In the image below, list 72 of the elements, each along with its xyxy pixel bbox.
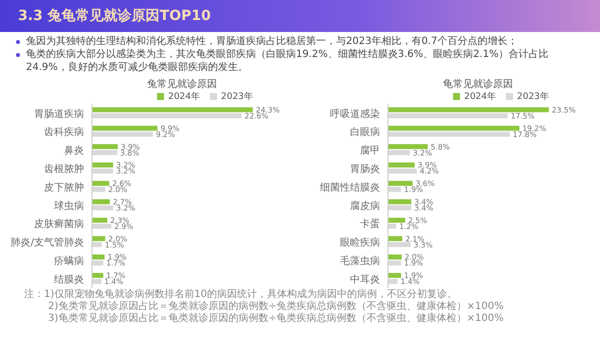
text: 龟类的疾病大部分以感染类为主，其次龟类眼部疾病（白眼病19.2%、细菌性结膜炎3.6%、眼睑疾病2.1%）合计占比24.9%，良好的水质可减少龟类眼部疾病的发生。 (26, 48, 550, 74)
text: 3)龟类常见就诊原因占比＝龟类就诊原因的病例数÷龟类疾病总病例数（不含驱虫、健康体检）×100% (47, 313, 505, 325)
bar (388, 272, 401, 278)
bar (92, 242, 102, 248)
y-tick-label: 皮下脓肿 (44, 181, 84, 194)
y-tick-label: 中耳炎 (350, 273, 380, 286)
bar (388, 180, 413, 186)
bar (92, 236, 106, 242)
bar (92, 186, 106, 192)
bar (388, 224, 396, 229)
legend-label: 2023年 (221, 92, 253, 102)
bar (388, 278, 398, 284)
bar (92, 107, 253, 112)
bar (92, 150, 118, 156)
y-tick-label: 腐皮病 (350, 200, 380, 212)
bar (388, 260, 401, 266)
bar (388, 254, 402, 260)
bar (388, 162, 415, 168)
bar (92, 254, 105, 260)
y-tick-label: 鼻炎 (64, 144, 84, 157)
legend-label: 2024年 (464, 92, 496, 102)
bar (388, 113, 508, 118)
bar (388, 236, 402, 242)
y-tick-label: 胃肠道疾病 (34, 108, 84, 120)
bar (388, 107, 549, 112)
y-tick-label: 卡蛋 (360, 218, 380, 230)
y-tick-label: 齿科疾病 (44, 126, 84, 138)
bar (92, 168, 114, 174)
y-tick-label: 疥螨病 (54, 254, 84, 267)
bar (92, 126, 158, 131)
y-tick-label: 皮肤癣菌病 (34, 218, 84, 230)
bar (92, 180, 110, 186)
y-tick-label: 细菌性结膜炎 (320, 181, 380, 194)
y-tick-label: 结膜炎 (54, 273, 84, 286)
y-tick-label: 齿根脓肿 (44, 162, 84, 175)
y-tick-label: 白眼病 (350, 126, 380, 138)
bar (92, 205, 114, 210)
bar (92, 132, 153, 137)
bar (92, 260, 104, 266)
bar (92, 218, 108, 223)
bar (92, 113, 242, 118)
bar (388, 186, 401, 192)
bar (388, 144, 428, 150)
bar (388, 168, 417, 174)
bar (388, 242, 411, 248)
bar (388, 205, 412, 210)
bar (388, 150, 410, 156)
chart-title: 龟常见就诊原因 (442, 78, 514, 90)
bar (388, 126, 520, 131)
y-tick-label: 腐甲 (360, 144, 380, 157)
chart-title: 兔常见就诊原因 (146, 78, 218, 90)
bar (92, 144, 118, 150)
legend-label: 2023年 (517, 92, 549, 102)
bar (92, 199, 110, 204)
y-tick-label: 球虫病 (54, 200, 84, 212)
text: 兔因为其独特的生理结构和消化系统特性，胃肠道疾病占比稳居第一，与2023年相比，有0.7个百分点的增长； (26, 35, 518, 48)
y-tick-label: 胃肠炎 (350, 164, 380, 175)
legend-label: 2024年 (168, 92, 200, 102)
bar (388, 132, 510, 137)
text: 注：1)仅限宠物兔龟就诊病例数排名前10的病因统计，具体构成为病因中的病例，不区分初复诊。 (24, 289, 458, 300)
bar (92, 278, 102, 284)
y-tick-label: 呼吸道感染 (330, 108, 380, 120)
y-tick-label: 眼睑疾病 (340, 236, 380, 249)
text: 2)兔类常见就诊原因占比＝兔类就诊原因的病例数÷兔类疾病总病例数（不含驱虫、健康体检）×100% (47, 301, 505, 312)
bar (388, 218, 406, 223)
y-tick-label: 毛藻虫病 (340, 254, 380, 267)
y-tick-label: 肺炎/支气管肺炎 (10, 236, 84, 249)
bar (388, 199, 412, 204)
bar (92, 272, 104, 278)
bar (92, 162, 114, 168)
bar (92, 224, 112, 229)
text: 3.3 兔龟常见就诊原因TOP10 (18, 7, 211, 25)
